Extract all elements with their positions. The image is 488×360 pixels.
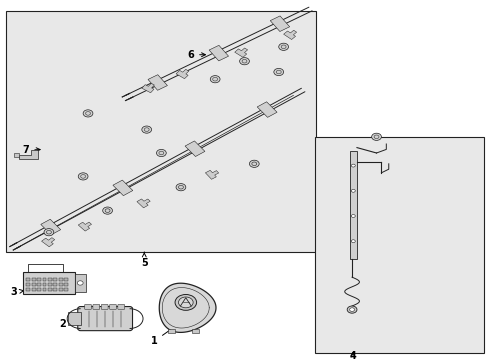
Polygon shape	[78, 222, 91, 231]
Text: 6: 6	[187, 50, 205, 60]
Circle shape	[77, 281, 83, 285]
Circle shape	[102, 207, 112, 214]
Bar	[48, 288, 52, 291]
Bar	[59, 278, 62, 281]
Bar	[23, 272, 75, 294]
Text: 2: 2	[59, 319, 78, 329]
Polygon shape	[19, 150, 38, 159]
Circle shape	[156, 149, 166, 157]
Circle shape	[142, 126, 151, 133]
Bar	[64, 278, 68, 281]
Circle shape	[176, 184, 185, 191]
Text: 7: 7	[22, 145, 40, 155]
FancyBboxPatch shape	[118, 304, 124, 309]
Bar	[192, 329, 199, 333]
Circle shape	[350, 189, 354, 192]
Text: 1: 1	[150, 328, 173, 346]
Bar	[6, 11, 316, 252]
Bar	[37, 288, 41, 291]
Polygon shape	[184, 141, 204, 157]
Circle shape	[178, 297, 193, 308]
Polygon shape	[113, 180, 133, 195]
Bar	[42, 278, 46, 281]
Circle shape	[371, 133, 381, 140]
Bar	[42, 288, 46, 291]
Bar	[26, 283, 30, 286]
FancyBboxPatch shape	[84, 304, 91, 309]
Circle shape	[350, 215, 354, 217]
Bar	[64, 283, 68, 286]
Circle shape	[78, 173, 88, 180]
Circle shape	[349, 308, 354, 311]
Polygon shape	[209, 45, 228, 61]
Bar	[37, 278, 41, 281]
Circle shape	[346, 306, 356, 313]
Bar	[59, 288, 62, 291]
Polygon shape	[41, 238, 55, 247]
Circle shape	[273, 68, 283, 76]
Polygon shape	[159, 283, 216, 332]
Polygon shape	[14, 153, 19, 157]
Bar	[53, 278, 57, 281]
Bar	[75, 274, 85, 292]
Polygon shape	[148, 75, 167, 90]
Bar	[32, 283, 36, 286]
Polygon shape	[142, 84, 154, 93]
Bar	[53, 283, 57, 286]
Circle shape	[350, 240, 354, 243]
Text: 4: 4	[349, 351, 356, 360]
Bar	[37, 283, 41, 286]
Text: 3: 3	[10, 287, 23, 297]
Bar	[42, 283, 46, 286]
Polygon shape	[205, 170, 218, 179]
Circle shape	[175, 294, 196, 310]
Circle shape	[210, 76, 220, 83]
Text: 5: 5	[141, 252, 147, 268]
Circle shape	[239, 58, 249, 65]
Circle shape	[249, 160, 259, 167]
Bar	[68, 312, 81, 325]
Bar	[53, 288, 57, 291]
Circle shape	[278, 43, 288, 50]
Circle shape	[83, 110, 93, 117]
Bar	[167, 329, 174, 333]
Bar	[64, 288, 68, 291]
Bar	[32, 278, 36, 281]
Polygon shape	[257, 102, 277, 117]
Circle shape	[350, 164, 354, 167]
FancyBboxPatch shape	[101, 304, 108, 309]
Polygon shape	[176, 69, 188, 79]
Polygon shape	[137, 199, 150, 208]
Bar	[32, 288, 36, 291]
Polygon shape	[234, 48, 247, 57]
Bar	[26, 278, 30, 281]
Polygon shape	[41, 219, 61, 235]
FancyBboxPatch shape	[109, 304, 116, 309]
Bar	[59, 283, 62, 286]
Circle shape	[44, 229, 54, 236]
Bar	[315, 137, 483, 353]
Polygon shape	[270, 16, 289, 31]
Bar	[48, 278, 52, 281]
Polygon shape	[349, 151, 356, 259]
Bar	[48, 283, 52, 286]
Polygon shape	[283, 30, 296, 40]
Bar	[26, 288, 30, 291]
FancyBboxPatch shape	[93, 304, 100, 309]
FancyBboxPatch shape	[78, 306, 132, 330]
